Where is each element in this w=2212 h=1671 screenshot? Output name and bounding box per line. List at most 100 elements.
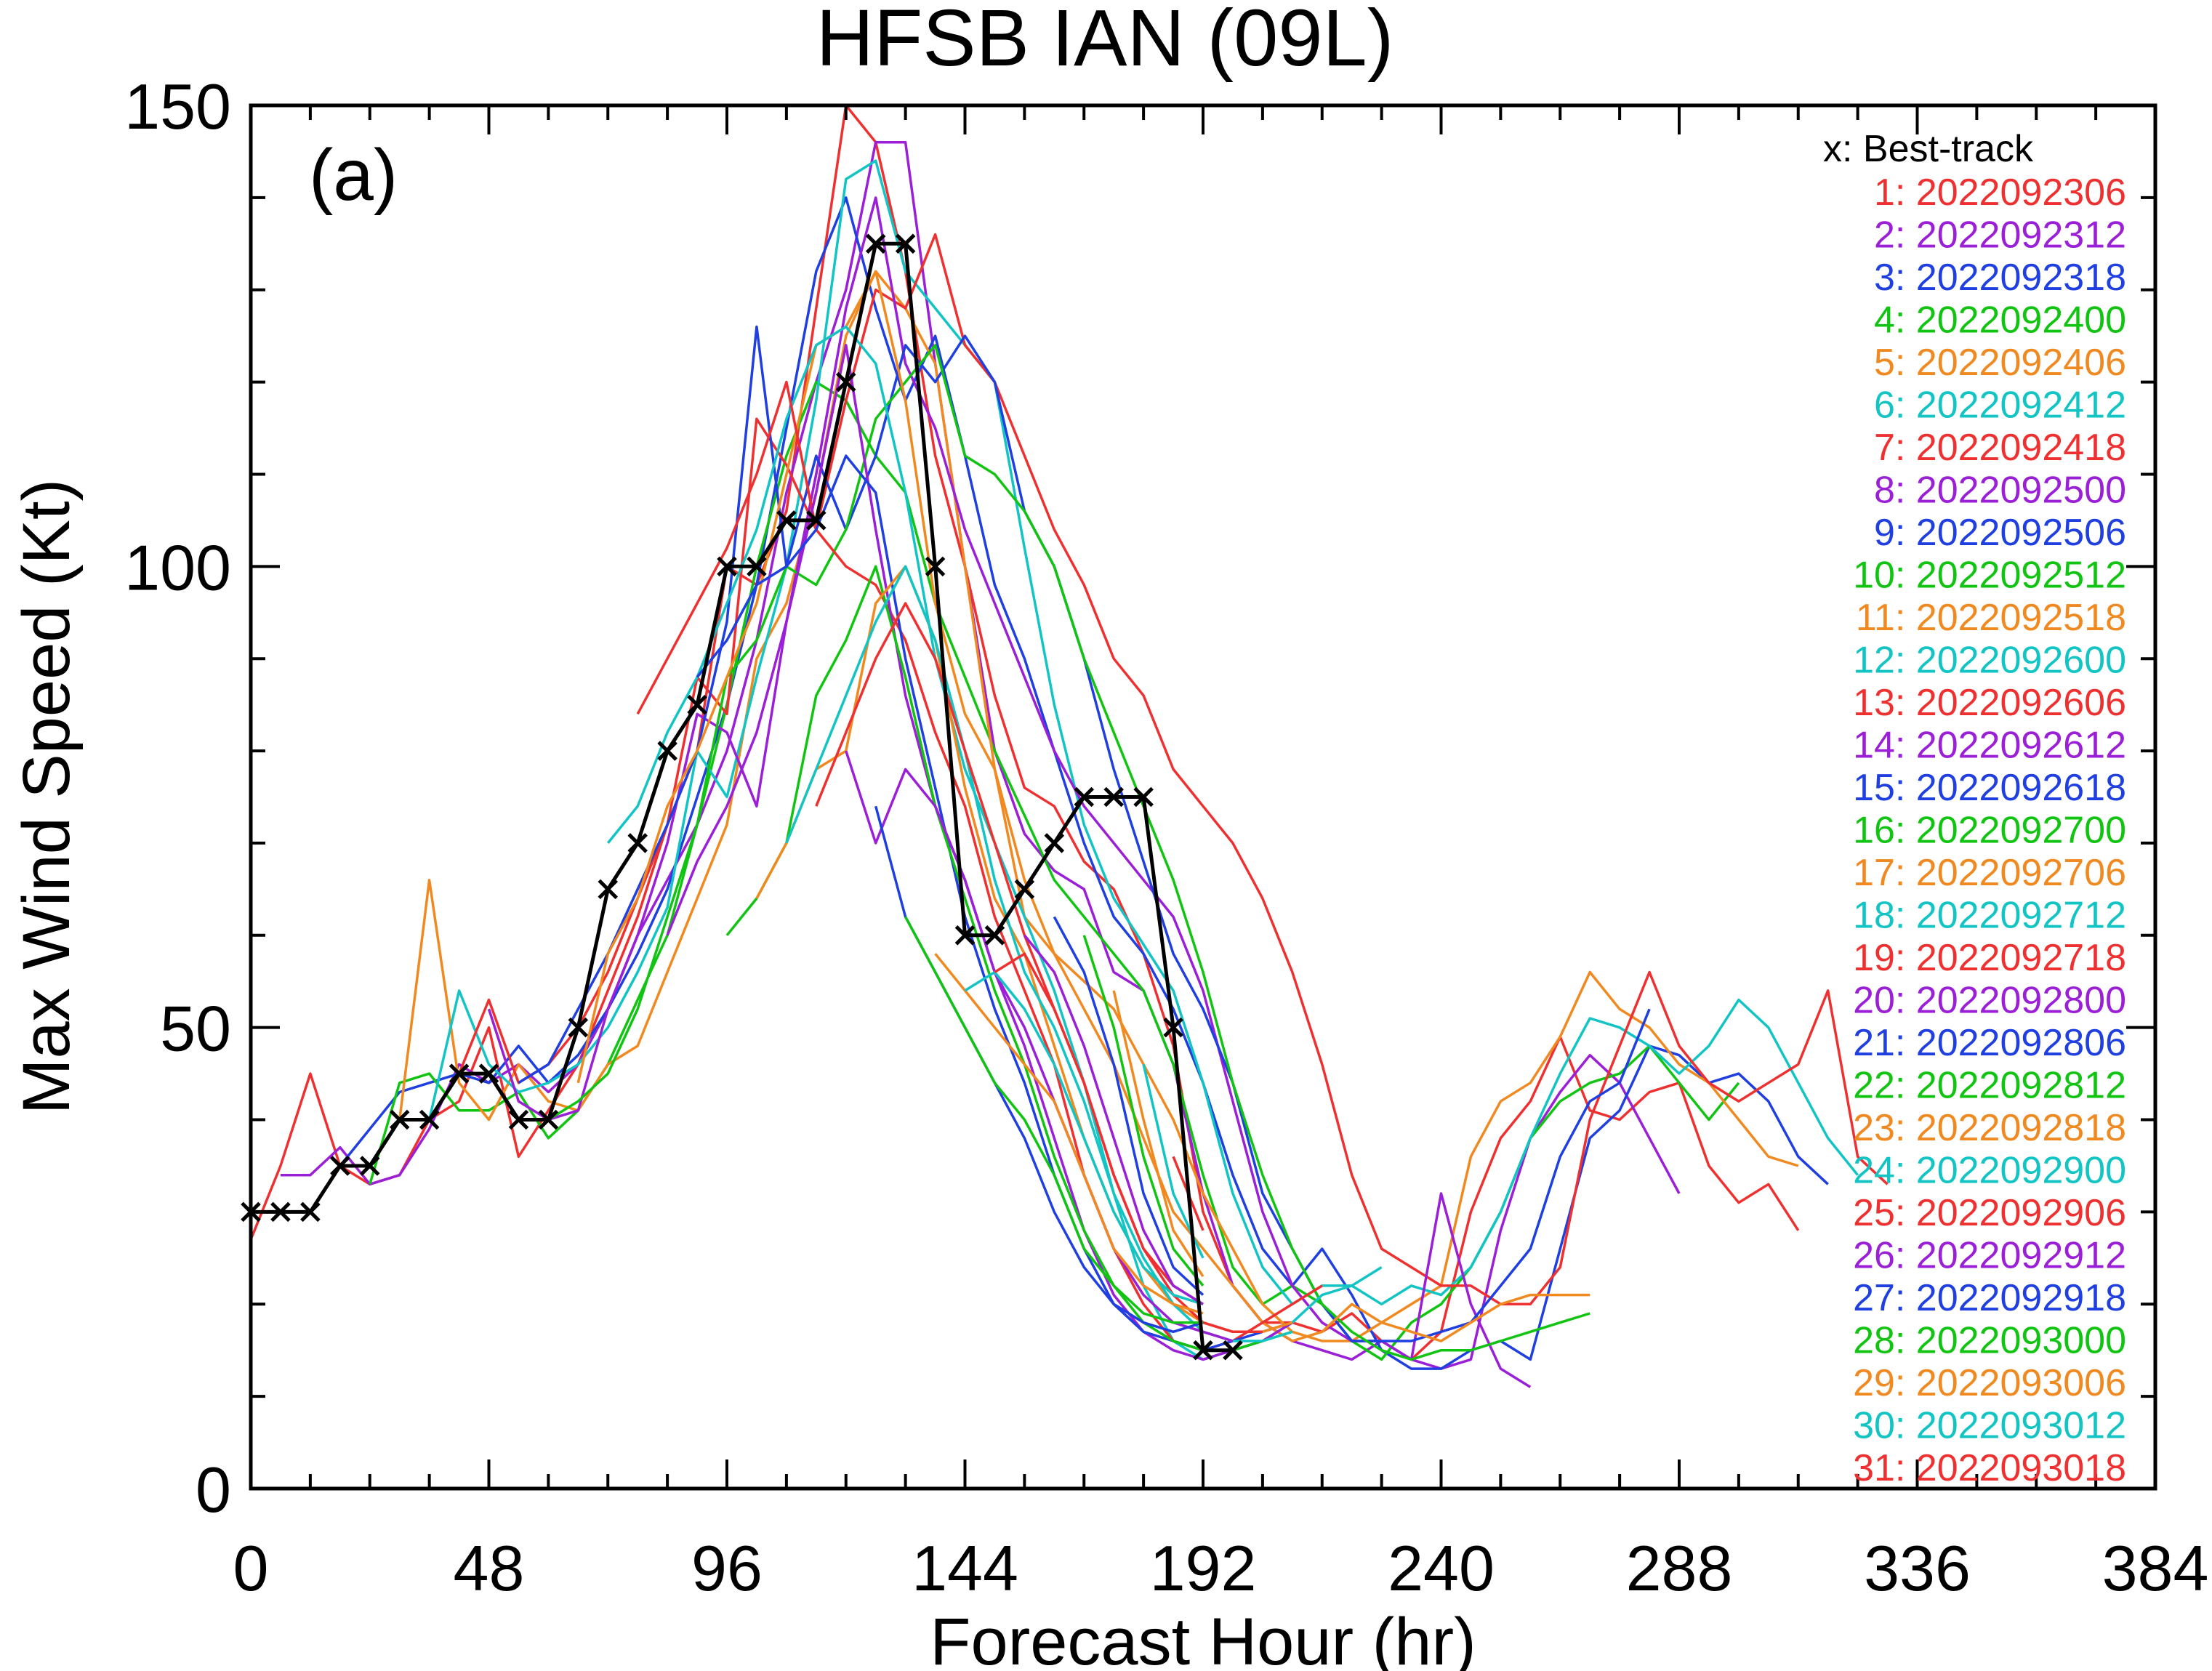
series-line-1	[249, 104, 1800, 1361]
axes: 0 48 96 144 192 240 288 336 384 0 50 100 150	[124, 71, 2208, 1604]
legend-entry-31: 31: 2022093018	[1853, 1447, 2126, 1489]
x-tick-label: 96	[691, 1532, 763, 1604]
best-track-marker	[687, 694, 707, 715]
series-line-5	[398, 270, 1799, 1342]
x-tick-label: 384	[2102, 1532, 2209, 1604]
legend-entry-4: 4: 2022092400	[1874, 299, 2126, 342]
best-track-marker	[835, 371, 856, 392]
best-track-marker	[865, 233, 886, 254]
best-track-marker	[568, 1017, 589, 1038]
x-tick-label: 192	[1150, 1532, 1257, 1604]
series-line-20	[845, 750, 1234, 1342]
legend-entry-2: 2: 2022092312	[1874, 214, 2126, 257]
series-line-11	[576, 270, 1590, 1342]
legend-entry-27: 27: 2022092918	[1853, 1277, 2126, 1319]
legend-entry-24: 24: 2022092900	[1853, 1150, 2126, 1192]
legend-entry-3: 3: 2022092318	[1874, 257, 2126, 299]
series-line-10	[547, 344, 1590, 1361]
series-line-29	[1112, 990, 1204, 1278]
legend-entry-20: 20: 2022092800	[1853, 980, 2126, 1022]
legend-entry-12: 12: 2022092600	[1853, 640, 2126, 682]
legend-entry-8: 8: 2022092500	[1874, 470, 2126, 512]
legend-entry-16: 16: 2022092700	[1853, 810, 2126, 852]
y-tick-label: 100	[124, 531, 231, 603]
best-track-marker	[1163, 1017, 1183, 1038]
panel-label: (a)	[309, 134, 398, 216]
x-tick-label: 48	[454, 1532, 525, 1604]
plot-area	[241, 104, 1889, 1388]
series-line-2	[280, 140, 1681, 1370]
series-line-26	[1023, 934, 1204, 1305]
best-track-line	[251, 241, 1233, 1353]
best-track-marker	[895, 233, 916, 254]
x-axis-label: Forecast Hour (hr)	[930, 1605, 1476, 1671]
best-track-marker	[300, 1201, 321, 1223]
best-track-marker	[330, 1156, 350, 1176]
best-track-marker	[1133, 786, 1154, 808]
x-tick-label: 336	[1864, 1532, 1971, 1604]
best-track-marker	[747, 556, 767, 577]
best-track-marker	[1223, 1340, 1243, 1361]
best-track-marker	[1014, 879, 1035, 900]
legend-entry-1: 1: 2022092306	[1874, 172, 2126, 214]
series-line-3	[339, 196, 1829, 1370]
legend-entry-19: 19: 2022092718	[1853, 937, 2126, 979]
legend-entry-13: 13: 2022092606	[1853, 682, 2126, 724]
best-track-marker	[984, 925, 1005, 946]
series-line-23	[934, 953, 1204, 1315]
legend-entry-18: 18: 2022092712	[1853, 895, 2126, 937]
best-track-marker	[598, 879, 619, 900]
y-tick-label: 150	[124, 71, 231, 142]
x-tick-label: 288	[1626, 1532, 1733, 1604]
series-line-24	[964, 970, 1204, 1305]
legend-entry-9: 9: 2022092506	[1874, 512, 2126, 554]
legend-entry-10: 10: 2022092512	[1853, 555, 2126, 597]
x-tick-label: 144	[912, 1532, 1018, 1604]
best-track-marker	[717, 556, 737, 577]
series-line-7	[457, 233, 1889, 1306]
legend-entry-17: 17: 2022092706	[1853, 852, 2126, 894]
legend-entry-11: 11: 2022092518	[1856, 597, 2126, 639]
best-track-marker	[657, 741, 677, 761]
series-line-14	[666, 344, 1293, 1361]
legend-entry-26: 26: 2022092912	[1853, 1235, 2126, 1277]
y-axis-label: Max Wind Speed (Kt)	[9, 479, 84, 1114]
best-track-marker	[954, 925, 976, 946]
best-track-marker	[270, 1201, 291, 1223]
legend-entry-25: 25: 2022092906	[1853, 1192, 2126, 1234]
series-line-27	[1053, 916, 1204, 1296]
best-track-marker	[776, 510, 797, 531]
series-line-15	[696, 454, 1293, 1352]
x-tick-label: 0	[233, 1532, 269, 1604]
legend-entry-29: 29: 2022093006	[1853, 1362, 2126, 1404]
best-track-marker	[359, 1156, 380, 1176]
best-track-marker	[806, 510, 827, 531]
y-tick-label: 0	[196, 1454, 231, 1526]
best-track-marker	[389, 1109, 410, 1130]
best-track-marker	[1044, 833, 1065, 853]
chart-title: HFSB IAN (09L)	[816, 0, 1394, 83]
series-line-13	[636, 380, 1323, 1352]
legend-entry-21: 21: 2022092806	[1853, 1022, 2126, 1064]
y-tick-label: 50	[160, 993, 231, 1065]
best-track-marker	[449, 1063, 470, 1084]
legend-entry-28: 28: 2022093000	[1853, 1320, 2126, 1362]
legend-entry-7: 7: 2022092418	[1874, 427, 2126, 469]
legend-entry-22: 22: 2022092812	[1853, 1065, 2126, 1107]
best-track-marker	[1193, 1340, 1213, 1361]
series-line-22	[904, 916, 1203, 1324]
series-line-28	[1082, 935, 1204, 1287]
best-track-marker	[1103, 786, 1124, 808]
best-track-marker	[538, 1109, 559, 1130]
best-track-marker	[925, 556, 946, 577]
legend-entry-15: 15: 2022092618	[1853, 767, 2126, 809]
x-tick-label: 240	[1388, 1532, 1495, 1604]
series-line-6	[427, 159, 1859, 1306]
best-track-marker	[419, 1109, 440, 1130]
legend-entry-6: 6: 2022092412	[1874, 384, 2126, 427]
legend-header: x: Best-track	[1823, 128, 2034, 170]
legend-entry-23: 23: 2022092818	[1853, 1107, 2126, 1149]
best-track-marker	[508, 1109, 529, 1130]
